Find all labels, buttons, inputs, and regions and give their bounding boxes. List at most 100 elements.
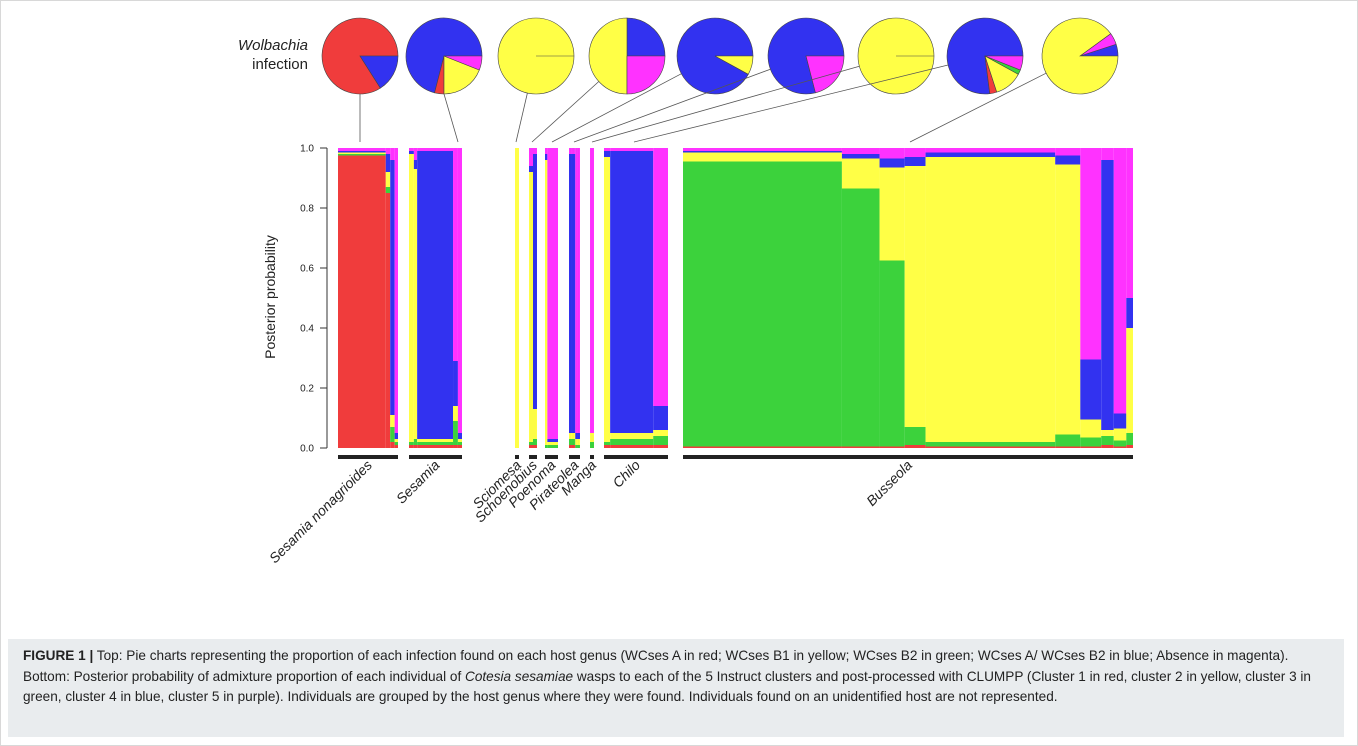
bar-segment-green <box>533 439 537 445</box>
pie-sesamia <box>405 17 483 95</box>
bar-segment-magenta <box>925 148 1056 153</box>
host-label-chilo: Chilo <box>609 457 643 491</box>
bar-segment-red <box>1113 446 1127 448</box>
pie-charts <box>321 17 1119 95</box>
bar-segment-magenta <box>1113 148 1127 414</box>
bar-segment-yellow <box>529 172 533 442</box>
y-tick-label: 1.0 <box>300 144 314 155</box>
bar-segment-yellow <box>385 172 391 187</box>
bar-segment-yellow <box>394 439 398 442</box>
bar-segment-green <box>547 445 558 448</box>
host-group-labels: Sesamia nonagrioides Sesamia SciomesaSchoe… <box>266 457 915 566</box>
bar-segment-magenta <box>409 148 414 151</box>
pie-slice-yellow <box>588 17 628 95</box>
bar-segment-blue <box>904 157 926 166</box>
bar-group-manga <box>590 148 594 448</box>
bar-segment-yellow <box>604 157 611 442</box>
bar-group-busseola <box>683 148 1133 448</box>
bar-segment-blue <box>925 152 1056 157</box>
bar-segment-blue <box>610 151 654 433</box>
bar-segment-magenta <box>545 148 548 154</box>
bar-segment-yellow <box>547 442 558 445</box>
bar-segment-blue <box>1080 359 1102 420</box>
bar-segment-blue <box>394 433 398 439</box>
bar-segment-green <box>841 188 880 447</box>
bar-segment-green <box>683 161 842 447</box>
bar-segment-red <box>394 445 398 448</box>
bar-segment-blue <box>683 151 842 153</box>
connector-line <box>591 65 860 143</box>
host-group-bars <box>338 455 1133 459</box>
bar-segment-green <box>1126 433 1133 445</box>
host-group-bar-manga <box>590 455 594 459</box>
pie-slice-magenta <box>984 55 1024 71</box>
bar-segment-magenta <box>453 148 458 361</box>
bar-segment-red <box>925 446 1056 448</box>
bar-segment-yellow <box>1080 419 1102 438</box>
pie-slice-blue <box>767 17 845 95</box>
bar-segment-magenta <box>1101 148 1114 160</box>
bar-segment-red <box>409 445 414 448</box>
bar-segment-green <box>394 442 398 445</box>
bar-segment-magenta <box>653 148 668 406</box>
pie-connector-lines <box>359 64 1047 143</box>
bar-segment-green <box>338 154 386 156</box>
bar-segment-magenta <box>457 148 462 433</box>
caption-box: FIGURE 1 | Top: Pie charts representing … <box>8 639 1344 737</box>
pie-slice-blue <box>946 17 1024 95</box>
connector-line <box>443 93 459 143</box>
pie-sciomesa <box>497 17 575 95</box>
pie-busseola <box>1041 17 1119 95</box>
bar-segment-green <box>590 442 594 448</box>
bar-segment-magenta <box>385 148 391 154</box>
bar-segment-blue <box>575 433 580 439</box>
bar-group-chilo <box>604 148 668 448</box>
pie-slice-blue <box>359 55 399 89</box>
bar-segment-blue <box>385 154 391 172</box>
bar-segment-yellow <box>925 157 1056 442</box>
connector-line <box>551 73 682 143</box>
bar-group-sciomesa <box>515 148 519 448</box>
bar-segment-red <box>417 445 454 448</box>
bar-segment-yellow <box>1126 328 1133 433</box>
bar-segment-red <box>683 446 842 448</box>
bar-segment-magenta <box>904 148 926 157</box>
bar-segment-red <box>533 445 537 448</box>
bar-segment-green <box>610 439 654 445</box>
bar-segment-green <box>575 445 580 448</box>
bar-segment-red <box>413 445 418 448</box>
bar-segment-yellow <box>453 406 458 421</box>
bar-segment-yellow <box>338 152 386 154</box>
bar-segment-blue <box>569 154 576 433</box>
bar-segment-red <box>841 446 880 448</box>
pie-slice-magenta <box>626 55 666 95</box>
host-group-bar-pirateolea <box>569 455 580 459</box>
bar-segment-blue <box>604 151 611 157</box>
bar-segment-green <box>1113 440 1127 447</box>
bar-group-schoenobius <box>529 148 537 448</box>
bar-group-sesamia <box>409 148 462 448</box>
y-tick-label: 0.6 <box>300 264 314 275</box>
bar-segment-blue <box>1055 155 1081 165</box>
bar-segment-red <box>529 445 533 448</box>
bar-segment-red <box>338 155 386 448</box>
bar-segment-red <box>879 446 905 448</box>
host-label-sesamia-nonagrioides: Sesamia nonagrioides <box>266 457 375 566</box>
bar-segment-yellow <box>575 439 580 445</box>
bar-segment-yellow <box>413 169 418 439</box>
bar-segment-yellow <box>590 433 594 442</box>
host-group-bar-busseola <box>683 455 1133 459</box>
pie-slice-yellow <box>1041 17 1119 95</box>
bar-segment-magenta <box>338 148 386 151</box>
pie-manga <box>857 17 935 95</box>
bar-segment-green <box>457 442 462 445</box>
bar-segment-yellow <box>417 439 454 442</box>
bar-segment-yellow <box>457 439 462 442</box>
bar-segment-magenta <box>1126 148 1133 298</box>
bar-segment-magenta <box>879 148 905 159</box>
bar-segment-yellow <box>1055 164 1081 435</box>
bar-segment-magenta <box>569 148 576 154</box>
bar-segment-yellow <box>653 430 668 436</box>
bar-segment-blue <box>417 151 454 439</box>
bar-segment-blue <box>1101 160 1114 430</box>
